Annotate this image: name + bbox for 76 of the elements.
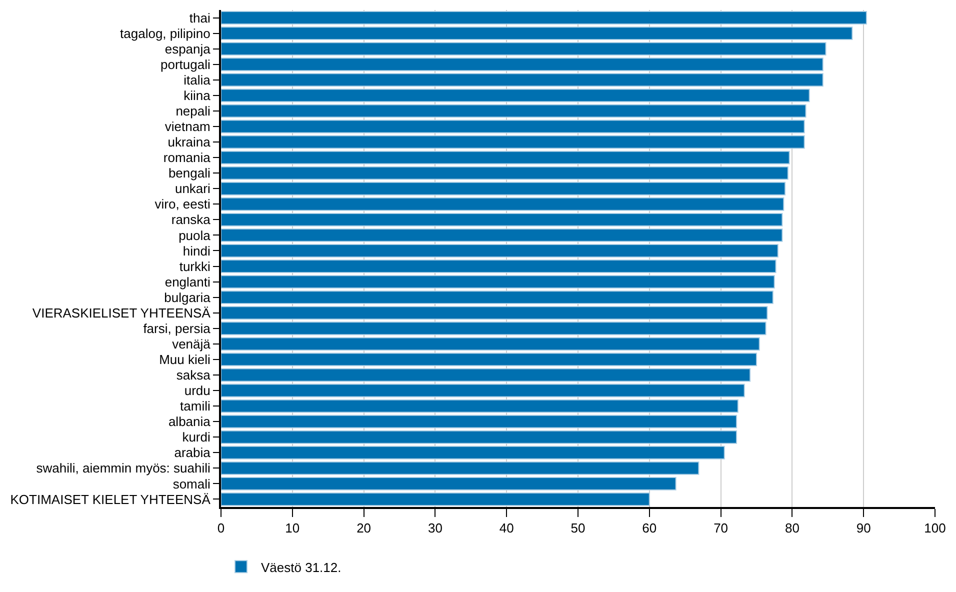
bar — [221, 352, 757, 366]
bar — [221, 476, 676, 490]
bar — [221, 11, 867, 24]
legend-label: Väestö 31.12. — [261, 560, 342, 575]
y-tick-label: tamili — [180, 398, 211, 414]
bar — [221, 384, 745, 398]
y-tick-label: kiina — [184, 88, 212, 103]
y-tick-label: romania — [163, 150, 212, 166]
bar — [221, 430, 738, 444]
x-tick-label: 70 — [714, 520, 728, 536]
x-tick-label: 30 — [428, 520, 442, 536]
bar — [221, 275, 775, 289]
y-tick-label: venäjä — [172, 336, 212, 352]
y-tick-label: tagalog, pilipino — [120, 26, 210, 41]
y-tick-label: viro, eesti — [154, 196, 210, 212]
y-tick-label: espanja — [164, 41, 212, 56]
bar — [221, 399, 738, 413]
y-tick-label: albania — [168, 414, 212, 430]
y-tick-label: farsi, persia — [143, 320, 212, 336]
bar — [221, 260, 776, 273]
bar — [221, 182, 786, 196]
bar — [221, 150, 790, 164]
y-tick-label: KOTIMAISET KIELET YHTEENSÄ — [10, 492, 211, 507]
bar — [221, 492, 650, 506]
bar — [221, 322, 766, 336]
x-tick-label: 20 — [356, 520, 372, 536]
bar — [221, 306, 768, 320]
bar — [221, 135, 805, 149]
bar — [221, 197, 784, 211]
bar — [221, 120, 805, 134]
bar — [221, 104, 806, 118]
y-tick-label: ukraina — [168, 134, 212, 150]
y-tick-label: Muu kieli — [159, 352, 211, 367]
y-tick-label: puola — [178, 228, 212, 243]
y-tick-label: englanti — [164, 274, 211, 290]
bar — [221, 414, 738, 428]
bar — [221, 212, 783, 226]
x-tick-label: 0 — [217, 520, 225, 536]
bar — [221, 461, 700, 475]
y-tick-label: bulgaria — [164, 290, 212, 305]
x-tick-label: 100 — [924, 520, 946, 536]
y-tick-label: nepali — [176, 104, 211, 118]
y-tick-label: hindi — [182, 243, 211, 258]
y-tick-label: unkari — [174, 181, 210, 196]
y-tick-label: bengali — [168, 166, 210, 181]
bar — [221, 368, 751, 382]
y-tick-label: arabia — [174, 445, 212, 460]
y-tick-label: urdu — [184, 383, 210, 398]
y-tick-label: portugali — [160, 56, 211, 72]
x-tick-label: 10 — [285, 520, 300, 536]
y-tick-label: somali — [172, 476, 210, 492]
y-tick-label: saksa — [176, 368, 212, 383]
bar — [221, 446, 725, 460]
bar — [221, 337, 760, 351]
x-tick-label: 90 — [856, 520, 871, 536]
y-tick-label: kurdi — [182, 430, 210, 445]
y-tick-label: swahili, aiemmin myös: suahili — [36, 460, 210, 476]
bar — [221, 228, 783, 242]
y-tick-label: thai — [189, 10, 211, 26]
x-tick-label: 50 — [570, 520, 586, 536]
bar — [221, 26, 853, 40]
y-tick-label: ranska — [171, 212, 212, 228]
x-tick-label: 60 — [642, 520, 657, 536]
bar — [221, 42, 826, 56]
bar — [221, 244, 778, 258]
bar — [221, 166, 788, 180]
y-tick-label: turkki — [179, 258, 211, 274]
bar — [221, 88, 810, 102]
x-tick-label: 40 — [499, 520, 514, 536]
y-tick-label: italia — [184, 72, 212, 88]
y-tick-label: VIERASKIELISET YHTEENSÄ — [32, 305, 211, 320]
x-tick-label: 80 — [784, 520, 800, 536]
bar — [221, 290, 774, 304]
y-tick-label: vietnam — [164, 119, 210, 134]
bar — [221, 73, 824, 87]
bar — [221, 58, 824, 72]
